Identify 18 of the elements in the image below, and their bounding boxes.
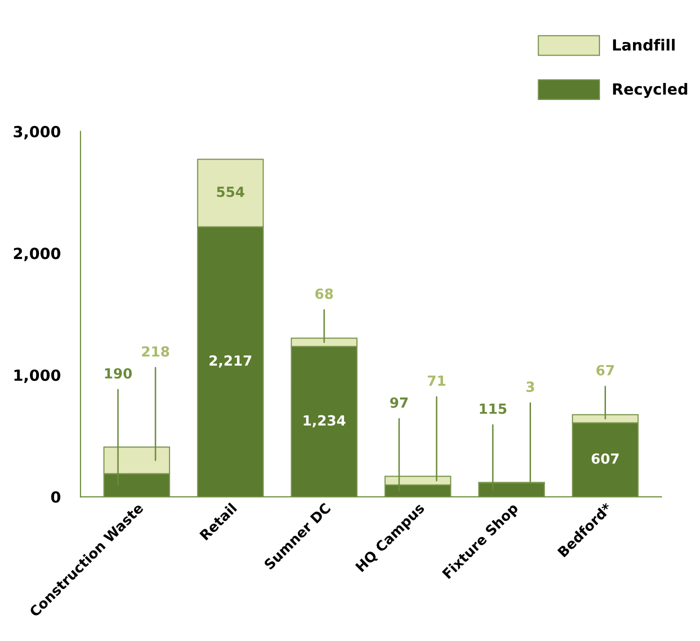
data-label: 607	[592, 453, 619, 464]
y-tick-label: 1,000	[14, 369, 60, 383]
data-label: 115	[480, 404, 506, 414]
data-label: 190	[105, 368, 132, 379]
data-label: 2,217	[210, 355, 252, 368]
legend-label: Recycled	[613, 82, 688, 98]
y-tick-label: 2,000	[14, 248, 60, 262]
data-label: 97	[390, 397, 408, 408]
data-label: 3	[526, 382, 534, 392]
data-label: 554	[217, 186, 244, 198]
y-tick-label: 3,000	[14, 126, 60, 140]
data-label: 1,234	[304, 415, 346, 428]
y-tick-label: 0	[51, 491, 60, 503]
data-label: 68	[315, 288, 333, 299]
data-label: 218	[142, 346, 170, 357]
legend-label: Landfill	[613, 38, 675, 51]
data-label: 67	[596, 364, 614, 376]
data-label: 71	[428, 376, 446, 386]
